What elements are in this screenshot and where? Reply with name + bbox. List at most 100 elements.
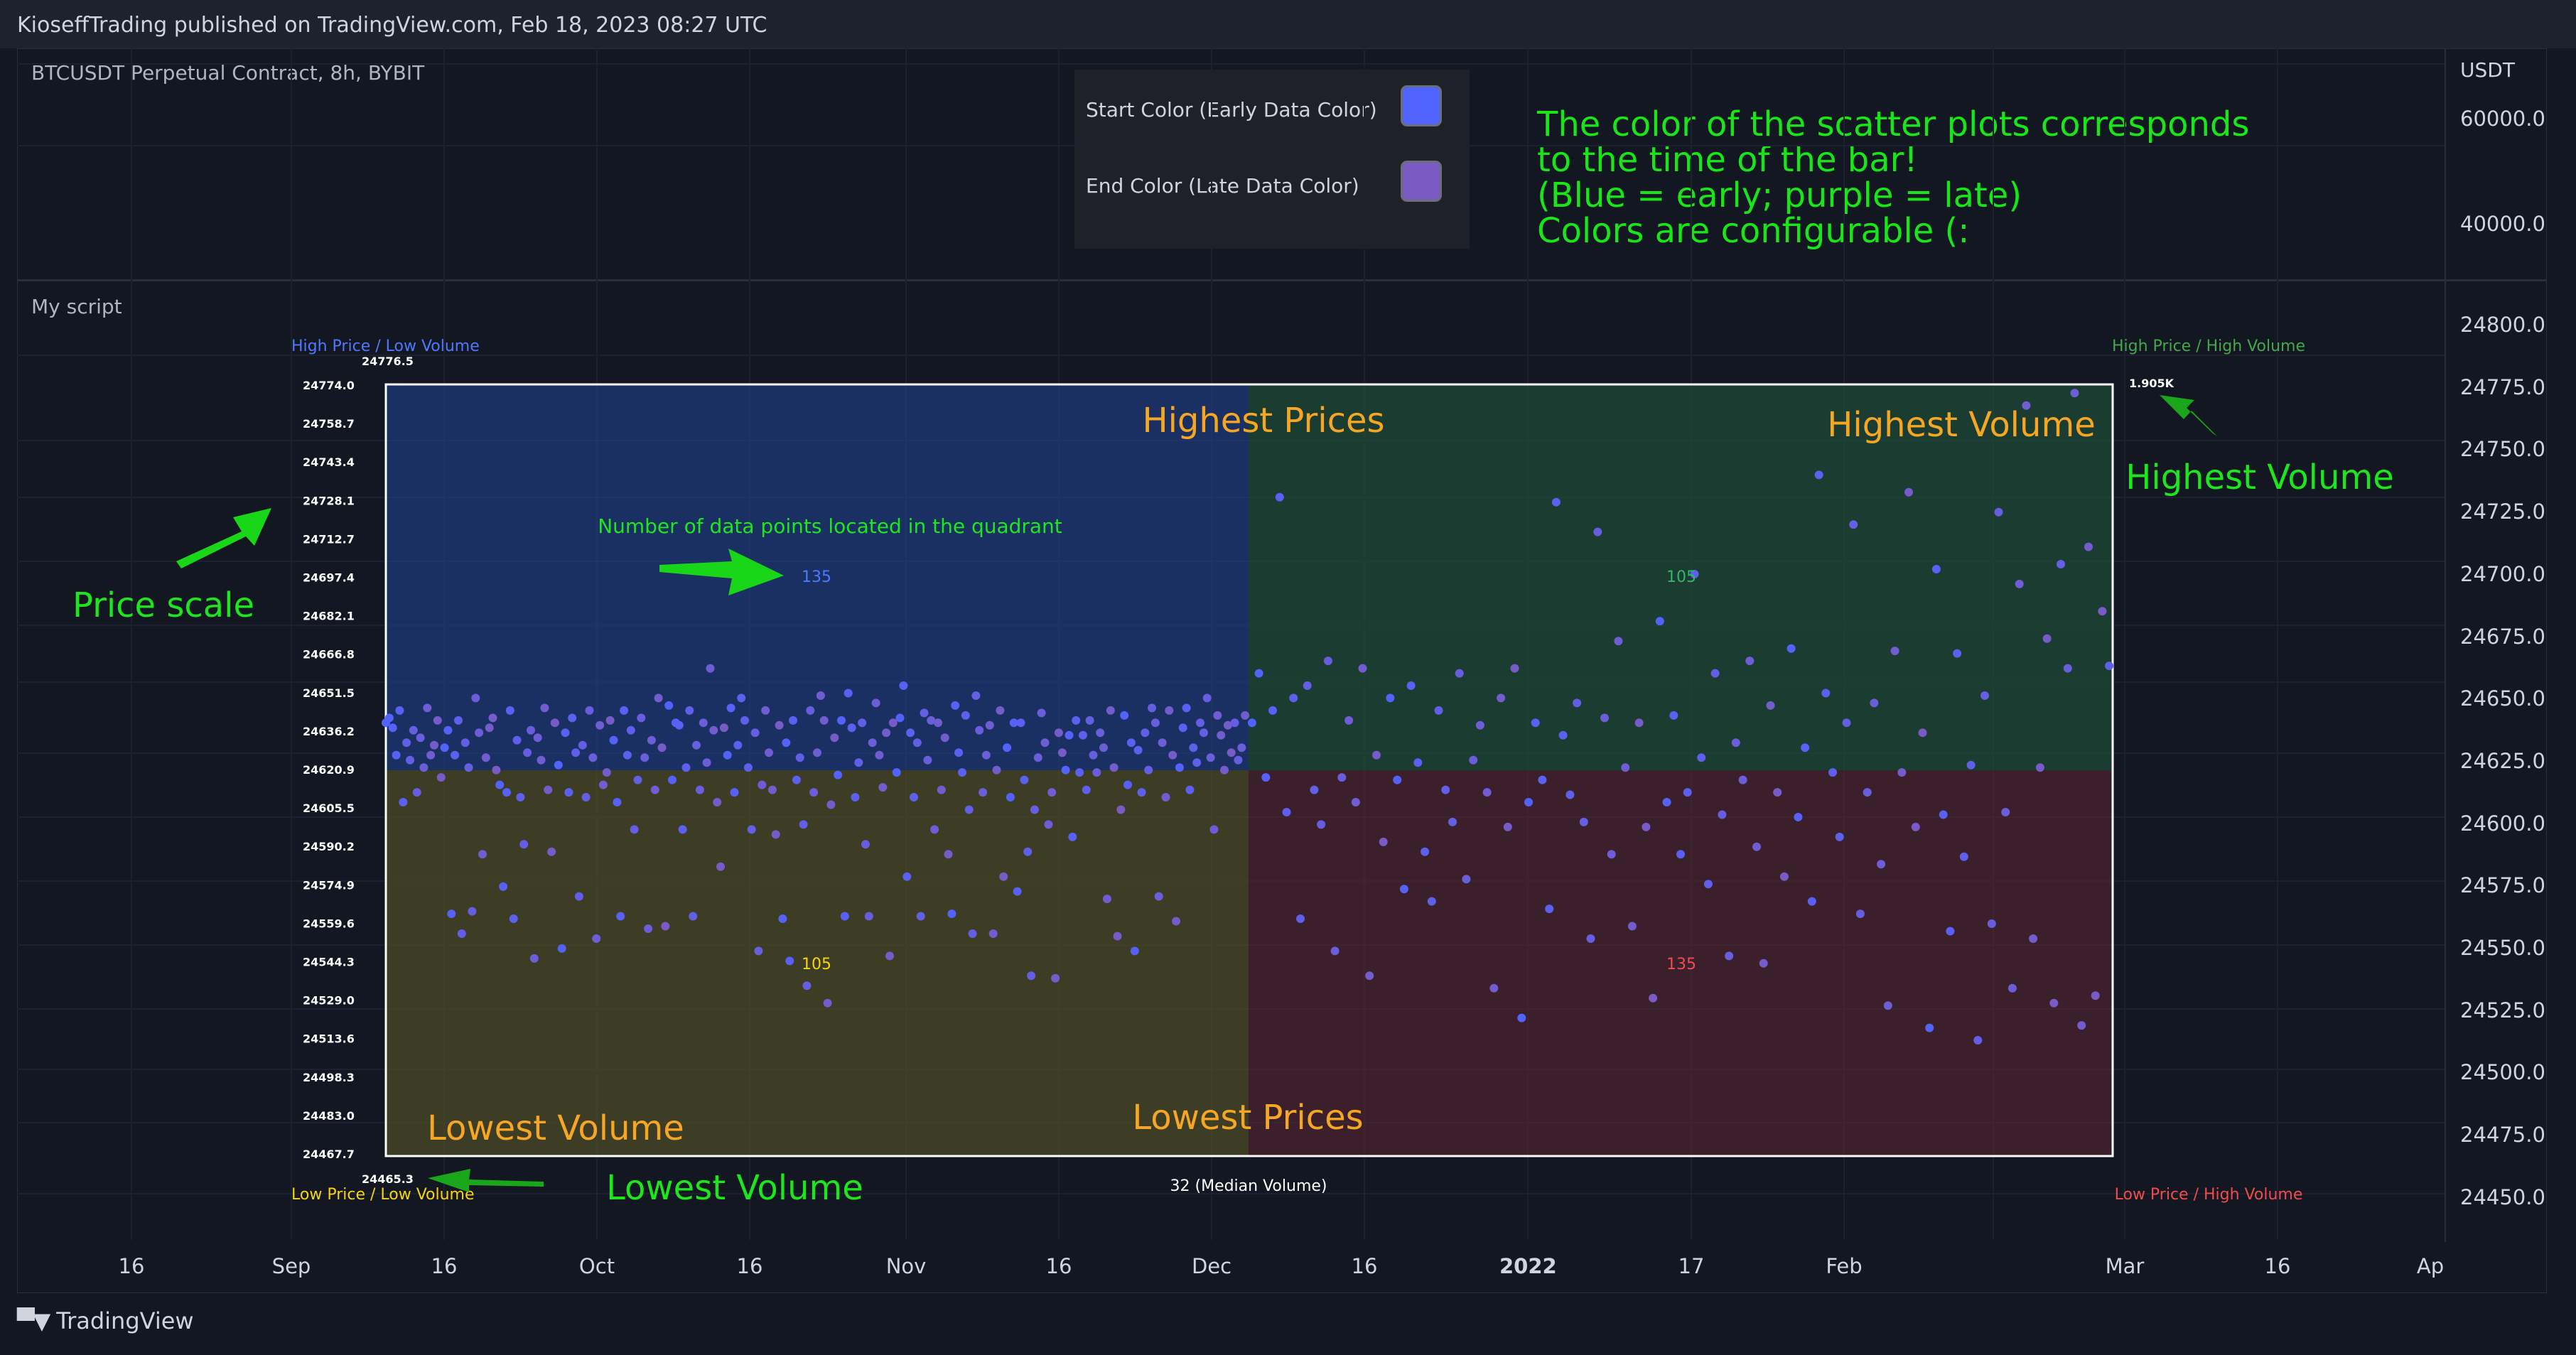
scatter-point [1614, 637, 1623, 646]
scatter-point [1469, 755, 1478, 765]
scatter-point [840, 912, 849, 921]
indicator-axis-label: 24750.0 [2460, 437, 2545, 462]
scatter-point [571, 748, 581, 757]
indicator-axis-label: 24800.0 [2460, 313, 2545, 337]
scatter-point [605, 716, 615, 725]
annotations: 24774.0 24758.7 24743.4 24728.1 24712.7 24697… [72, 338, 2394, 1208]
scatter-point [1904, 487, 1913, 497]
symbol-title[interactable]: BTCUSDT Perpetual Contract, 8h, BYBIT [31, 61, 425, 85]
scatter-point [692, 740, 701, 750]
arrow-quadrant-count-icon [659, 549, 784, 595]
scatter-point [568, 713, 577, 723]
scatter-point [1303, 681, 1312, 690]
scatter-point [971, 691, 981, 700]
scatter-point [2057, 560, 2065, 568]
scatter-point [875, 750, 884, 760]
scatter-point [2063, 664, 2072, 673]
scatter-point [1621, 763, 1630, 772]
end-color-label: End Color (Late Data Color) [1086, 174, 1359, 198]
scatter-point [826, 800, 836, 809]
scatter-point [902, 872, 912, 881]
end-color-swatch[interactable] [1401, 161, 1442, 202]
scatter-point [2070, 389, 2079, 398]
tradingview-logo[interactable]: ▀▼ TradingView [17, 1307, 194, 1334]
scatter-point [443, 725, 453, 735]
scatter-point [540, 703, 549, 713]
scatter-point [830, 733, 839, 743]
scatter-point [1600, 713, 1609, 723]
scatter-point [996, 706, 1005, 715]
scatter-point [416, 733, 425, 743]
time-axis-label: 16 [1351, 1254, 1378, 1278]
scatter-point [1877, 860, 1886, 869]
scatter-point [1220, 765, 1229, 774]
price-scale-tick: 24605.5 [303, 801, 355, 815]
scatter-point [1150, 718, 1160, 728]
time-axis-label: Nov [885, 1254, 927, 1278]
scatter-point [1683, 788, 1692, 797]
scatter-point [1351, 798, 1360, 806]
price-scale-tick: 24697.4 [303, 571, 355, 585]
time-axis-label: Ap [2416, 1254, 2445, 1278]
scatter-point [1939, 810, 1948, 819]
scatter-point [1027, 971, 1036, 981]
price-scale-tick: 24651.5 [303, 686, 355, 700]
scatter-point [944, 850, 953, 859]
scatter-point [1738, 775, 1747, 784]
indicator-axis-label: 24600.0 [2460, 811, 2545, 836]
scatter-point [2035, 763, 2044, 772]
scatter-point [1102, 895, 1111, 904]
indicator-axis-label: 24775.0 [2460, 374, 2545, 399]
pane-separator[interactable] [17, 279, 2547, 281]
scatter-point [750, 728, 760, 738]
scatter-point [1545, 905, 1554, 914]
scatter-point [2022, 401, 2031, 410]
scatter-point [678, 825, 687, 834]
scatter-point [888, 718, 898, 728]
scatter-point [892, 768, 901, 777]
scatter-point [1178, 723, 1187, 733]
time-axis-label: Feb [1826, 1254, 1863, 1278]
quadrant-label-bottom-right: Low Price / High Volume [2115, 1186, 2303, 1204]
scatter-point [778, 914, 787, 923]
scatter-point [1317, 820, 1326, 829]
scatter-point [1109, 763, 1119, 772]
scatter-point [509, 914, 518, 923]
scatter-point [412, 788, 421, 797]
scatter-point [1075, 768, 1084, 777]
indicator-title[interactable]: My script [31, 295, 122, 318]
scatter-point [923, 755, 932, 765]
scatter-point [1065, 730, 1074, 740]
scatter-point [598, 780, 608, 789]
scatter-point [1126, 738, 1136, 747]
scatter-point [1855, 909, 1865, 919]
scatter-point [602, 768, 611, 777]
scatter-point [723, 750, 732, 760]
scatter-point [1870, 698, 1879, 708]
scatter-point [1289, 693, 1298, 703]
scatter-point [1863, 788, 1872, 797]
scatter-point [1745, 657, 1755, 666]
scatter-point [588, 753, 598, 762]
scatter-point [1337, 773, 1347, 782]
overlay-lowest-prices: Lowest Prices [1132, 1098, 1363, 1138]
scatter-point [550, 718, 559, 728]
scatter-point [1078, 730, 1087, 740]
scatter-point [927, 716, 936, 725]
scatter-point [1593, 527, 1602, 536]
scatter-point [1096, 728, 1105, 738]
indicator-axis-label: 24500.0 [2460, 1060, 2545, 1085]
scatter-point [730, 788, 739, 797]
scatter-point [1268, 706, 1277, 715]
scatter-point [661, 922, 670, 931]
time-axis-label: 16 [431, 1254, 458, 1278]
scatter-point [1787, 644, 1796, 653]
scatter-point [1897, 768, 1907, 777]
scatter-point [1441, 785, 1450, 794]
scatter-point [985, 720, 994, 730]
scatter-point [754, 946, 763, 956]
start-color-swatch[interactable] [1401, 85, 1442, 126]
scatter-point [457, 929, 466, 938]
indicator-axis-label: 24700.0 [2460, 561, 2545, 586]
